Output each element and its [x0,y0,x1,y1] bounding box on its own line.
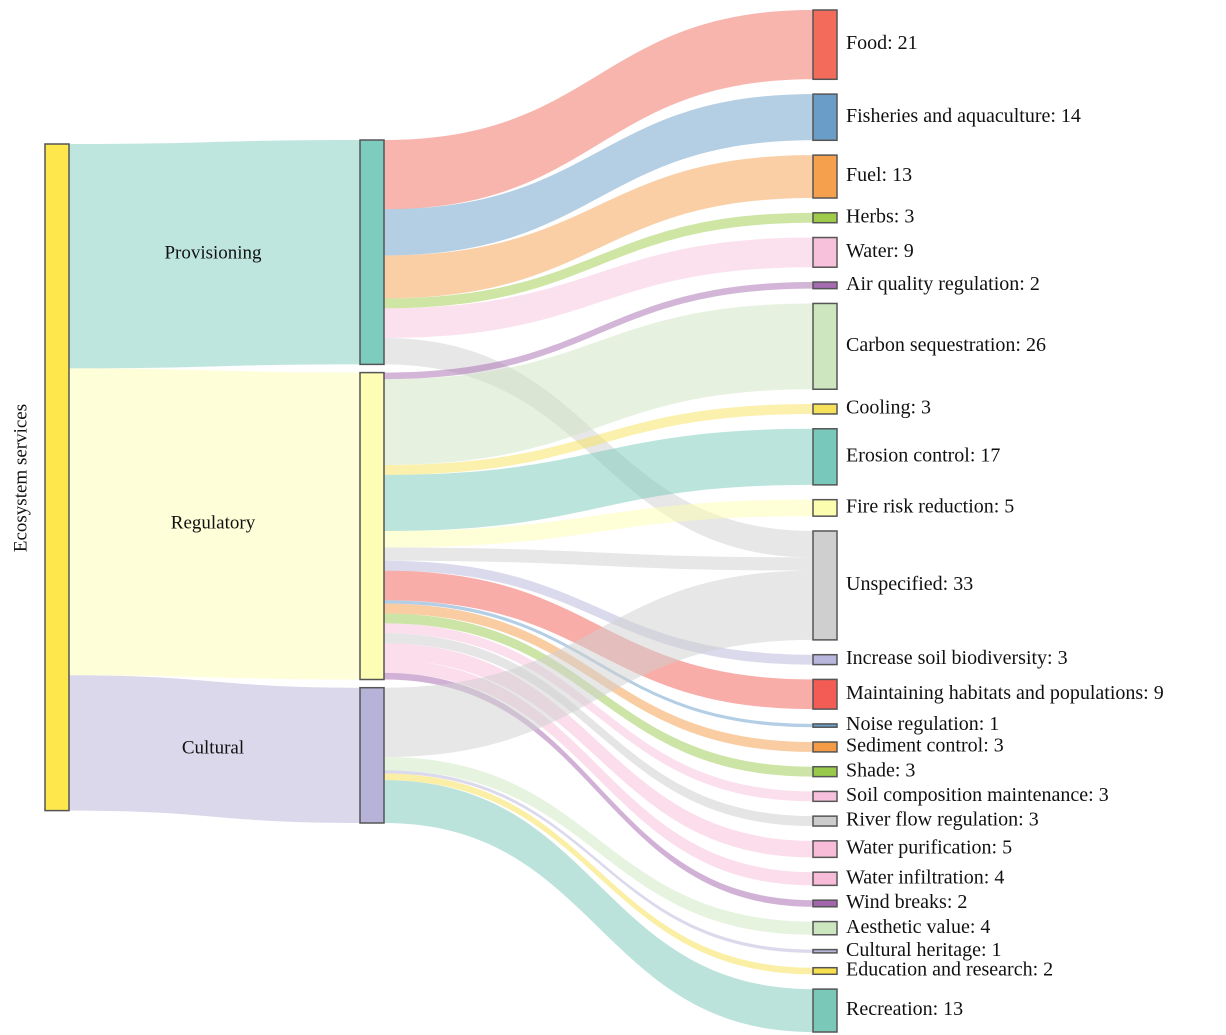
link [384,773,813,975]
group-node [359,371,385,681]
target-node [812,765,838,778]
link [384,623,813,802]
target-node [812,9,838,81]
target-label: Water purification: 5 [846,837,1012,859]
target-label: Water: 9 [846,240,914,262]
root-link [69,368,360,680]
target-label: River flow regulation: 3 [846,809,1039,831]
link [384,10,813,210]
target-label: Unspecified: 33 [846,573,973,595]
target-label: Maintaining habitats and populations: 9 [846,682,1164,704]
root-link [69,140,360,369]
link [384,212,813,309]
target-label: Noise regulation: 1 [846,713,999,735]
root-node [44,143,70,812]
target-node [812,498,838,517]
target-label: Fire risk reduction: 5 [846,496,1014,518]
target-label: Increase soil biodiversity: 3 [846,647,1068,669]
target-node [812,93,838,142]
target-node [812,403,838,415]
target-label: Erosion control: 17 [846,444,1000,466]
target-node [812,966,838,976]
target-label: Shade: 3 [846,759,915,781]
link [384,338,813,558]
target-label: Air quality regulation: 2 [846,273,1040,295]
target-node [812,899,838,908]
target-node [812,428,838,486]
group-label: Cultural [182,738,244,759]
target-node [812,920,838,936]
link [384,672,813,907]
target-label: Aesthetic value: 4 [846,916,990,938]
target-label: Cultural heritage: 1 [846,939,1002,961]
link [384,643,813,858]
target-node [812,790,838,803]
target-label: Wind breaks: 2 [846,891,967,913]
link [384,633,813,827]
group-node [359,139,385,366]
group-label: Regulatory [171,512,256,533]
target-node [812,302,838,391]
link [384,570,813,757]
target-node [812,871,838,887]
target-label: Cooling: 3 [846,397,931,419]
target-label: Recreation: 13 [846,998,963,1020]
target-label: Herbs: 3 [846,205,914,227]
target-node [812,530,838,641]
target-label: Sediment control: 3 [846,735,1004,757]
target-node [812,653,838,666]
target-label: Carbon sequestration: 26 [846,334,1046,356]
link [384,757,813,935]
link [384,770,813,953]
link [384,428,813,531]
target-label: Soil composition maintenance: 3 [846,784,1109,806]
target-node [812,948,838,954]
target-label: Food: 21 [846,32,918,54]
group-node [359,686,385,824]
root-label: Ecosystem services [10,404,31,552]
link [384,547,813,571]
target-label: Water infiltration: 4 [846,866,1004,888]
target-label: Education and research: 2 [846,959,1053,981]
link [384,155,813,299]
target-node [812,236,838,268]
target-label: Fisheries and aquaculture: 14 [846,105,1081,127]
target-node [812,723,838,728]
link [384,560,813,665]
target-node [812,815,838,827]
root-link [69,675,360,823]
target-node [812,212,838,224]
group-label: Provisioning [164,243,262,264]
link [384,659,813,886]
link [384,780,813,1032]
link [384,404,813,475]
target-node [812,281,838,290]
link [384,499,813,548]
target-node [812,678,838,710]
target-label: Fuel: 13 [846,164,912,186]
target-node [812,840,838,859]
target-node [812,154,838,199]
target-node [812,988,838,1033]
link [384,282,813,380]
target-node [812,741,838,753]
link [384,303,813,465]
link [384,94,813,256]
link [384,237,813,338]
